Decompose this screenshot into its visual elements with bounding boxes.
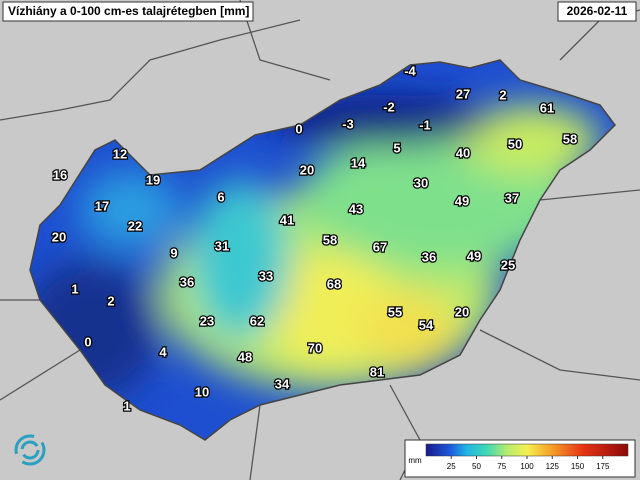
station-value: 49 (455, 193, 469, 208)
station-value: 58 (323, 232, 337, 247)
date: 2026-02-11 (567, 4, 628, 18)
country-border (29, 59, 616, 441)
station-value: 6 (217, 189, 224, 204)
date-box (557, 1, 637, 22)
station-value: 43 (349, 201, 363, 216)
station-value: 37 (505, 190, 519, 205)
station-value: 0 (84, 334, 91, 349)
station-value: 58 (563, 131, 577, 146)
colorbar-tick-label: 150 (571, 462, 585, 471)
station-value: 19 (146, 172, 160, 187)
station-value: 27 (456, 86, 470, 101)
station-value: -1 (419, 117, 431, 132)
station-value: -4 (404, 63, 416, 78)
station-value: -3 (342, 116, 354, 131)
colorbar-tick-label: 100 (520, 462, 534, 471)
colorbar-tick-label: 75 (497, 462, 506, 471)
station-value: 20 (52, 229, 66, 244)
title: Vízhiány a 0-100 cm-es talajrétegben [mm… (8, 4, 249, 18)
station-value: 36 (422, 249, 436, 264)
station-value: 36 (180, 274, 194, 289)
station-value: 2 (107, 293, 114, 308)
station-value: 10 (195, 384, 209, 399)
colorbar-tick-label: 175 (596, 462, 610, 471)
station-value: 4 (159, 344, 167, 359)
station-value: 5 (393, 140, 400, 155)
station-value: 30 (414, 175, 428, 190)
station-value: 48 (238, 349, 252, 364)
station-value: 34 (275, 376, 290, 391)
station-value: -2 (383, 99, 395, 114)
station-value: 20 (300, 162, 314, 177)
station-value: 17 (95, 198, 109, 213)
title-box (2, 1, 254, 22)
station-value: 61 (540, 100, 554, 115)
station-value: 33 (259, 268, 273, 283)
station-value: 25 (501, 257, 515, 272)
station-value: 62 (250, 313, 264, 328)
station-value: 68 (327, 276, 341, 291)
colorbar-unit: mm (408, 456, 422, 465)
station-value: 41 (280, 212, 294, 227)
station-value: 2 (499, 87, 506, 102)
station-value: 55 (388, 304, 402, 319)
colorbar-tick-label: 50 (472, 462, 481, 471)
logo (14, 434, 46, 466)
station-value: 67 (373, 239, 387, 254)
station-value: 16 (53, 167, 67, 182)
station-value: 1 (123, 398, 130, 413)
station-value: 31 (215, 238, 229, 253)
station-value: 1 (71, 281, 78, 296)
station-value: 23 (200, 313, 214, 328)
colorbar (425, 443, 629, 457)
station-value: 70 (308, 340, 322, 355)
station-value: 50 (508, 136, 522, 151)
station-value: 22 (128, 218, 142, 233)
station-value: 49 (467, 248, 481, 263)
station-value: 9 (170, 245, 177, 260)
station-value: 20 (455, 304, 469, 319)
station-value: 12 (113, 146, 127, 161)
station-value: 0 (295, 121, 302, 136)
colorbar-tick-label: 125 (546, 462, 560, 471)
station-value: 14 (351, 155, 366, 170)
colorbar-ticks: 25 50 75 100 125 150 175 (447, 456, 610, 471)
station-value: 81 (370, 364, 384, 379)
station-value: 54 (419, 317, 434, 332)
station-value: 40 (456, 145, 470, 160)
colorbar-tick-label: 25 (447, 462, 456, 471)
